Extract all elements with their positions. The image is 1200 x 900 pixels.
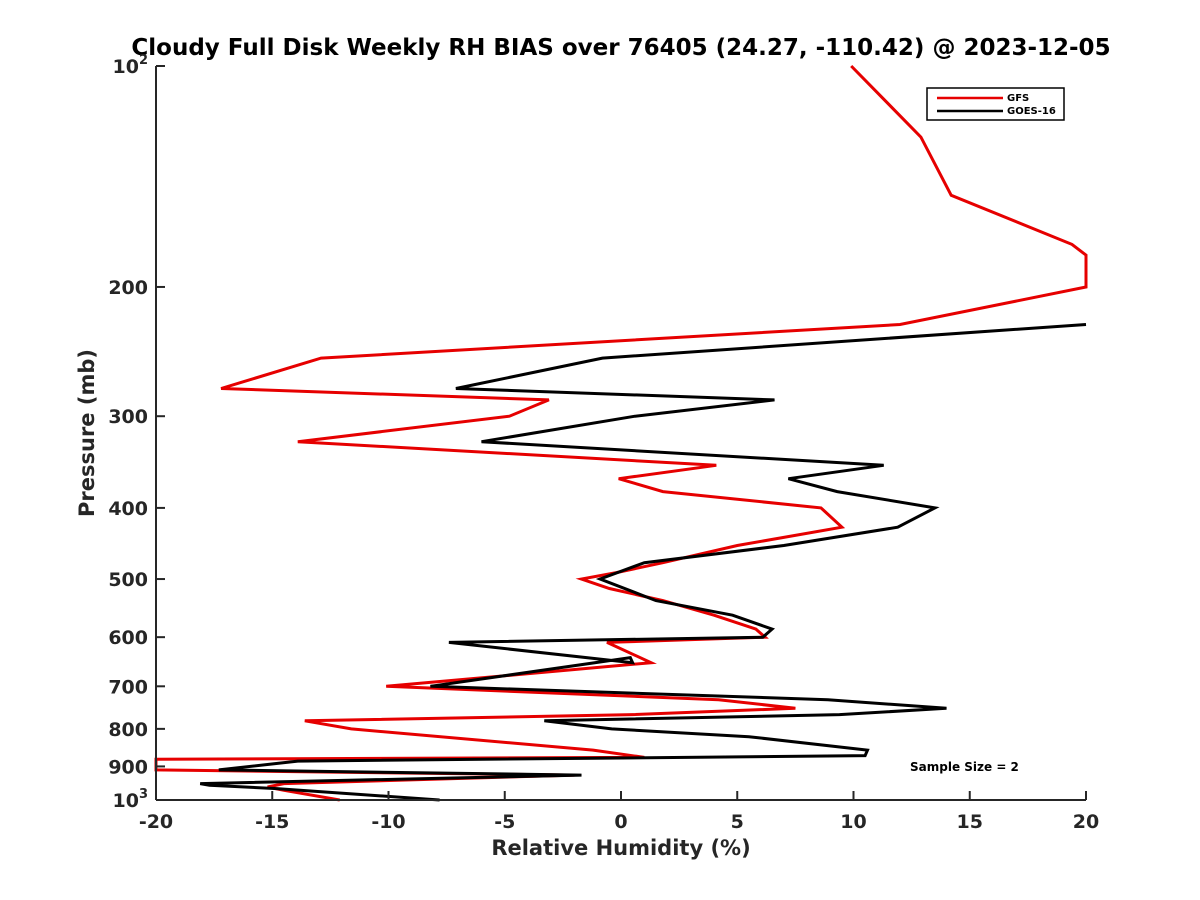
y-tick-label: 800 xyxy=(108,719,148,741)
y-tick-label: 300 xyxy=(108,406,148,428)
chart-title: Cloudy Full Disk Weekly RH BIAS over 764… xyxy=(131,35,1110,61)
y-tick-label: 102 xyxy=(113,53,149,78)
x-tick-label: -10 xyxy=(371,811,405,833)
x-tick-label: 0 xyxy=(614,811,627,833)
x-tick-label: -5 xyxy=(494,811,515,833)
y-tick-label: 900 xyxy=(108,756,148,778)
y-ticks: 102 200 300 400 500 600 700 800 900 103 xyxy=(108,53,165,812)
y-tick-label: 500 xyxy=(108,569,148,591)
y-tick-label: 200 xyxy=(108,277,148,299)
y-tick-label: 600 xyxy=(108,627,148,649)
series-line-goes-16 xyxy=(199,323,1087,802)
sample-size-annotation: Sample Size = 2 xyxy=(910,760,1019,774)
legend-label-goes16: GOES-16 xyxy=(1007,106,1056,117)
x-axis-label: Relative Humidity (%) xyxy=(491,836,750,860)
legend: GFS GOES-16 xyxy=(926,87,1065,121)
x-tick-label: 20 xyxy=(1073,811,1099,833)
legend-box xyxy=(926,87,1065,121)
y-tick-label: 103 xyxy=(113,787,149,812)
series-layer xyxy=(154,64,1088,802)
plot-area xyxy=(154,64,1088,802)
x-tick-label: 10 xyxy=(840,811,866,833)
x-tick-label: 15 xyxy=(957,811,983,833)
legend-label-gfs: GFS xyxy=(1007,93,1029,104)
y-axis-label: Pressure (mb) xyxy=(75,349,99,517)
x-ticks: -20 -15 -10 -5 0 5 10 15 20 xyxy=(139,791,1099,833)
x-tick-label: -15 xyxy=(255,811,289,833)
y-tick-label: 700 xyxy=(108,676,148,698)
y-tick-label: 400 xyxy=(108,498,148,520)
x-tick-label: 5 xyxy=(731,811,744,833)
x-tick-label: -20 xyxy=(139,811,173,833)
